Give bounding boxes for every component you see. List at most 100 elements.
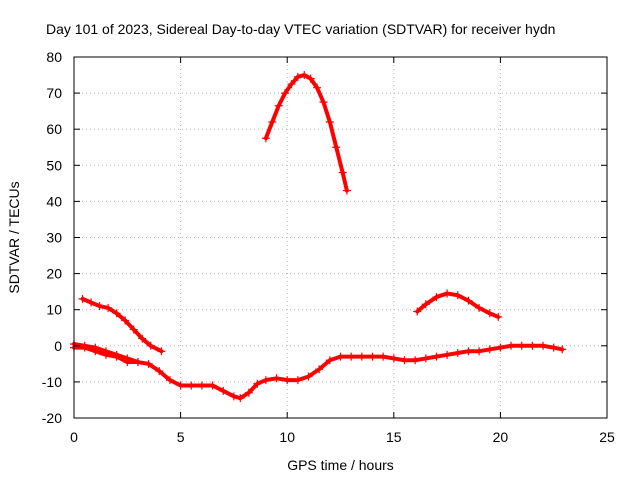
data-point [236,394,245,403]
data-point [342,186,351,195]
data-point [87,298,96,307]
series-arc-e [413,289,503,321]
data-point [313,83,322,92]
data-point [176,381,185,390]
y-tick-label: 80 [46,49,62,65]
data-point [558,345,567,354]
plot-frame [73,56,608,419]
data-point [549,343,558,352]
data-point [281,89,290,98]
y-tick-label: 50 [46,157,62,173]
data-point [91,343,100,352]
data-point [368,352,377,361]
data-point [464,296,473,305]
data-point [300,71,309,80]
data-point [432,293,441,302]
data-point [80,341,89,350]
data-point [155,367,164,376]
y-tick-label: 10 [46,302,62,318]
data-point [319,98,328,107]
data-point [496,343,505,352]
data-point [517,341,526,350]
y-tick-label: 60 [46,121,62,137]
data-point [421,300,430,309]
data-point [104,303,113,312]
data-point [268,117,277,126]
data-point [389,354,398,363]
chart-title: Day 101 of 2023, Sidereal Day-to-day VTE… [46,21,555,37]
series-line [263,73,349,193]
series-line [72,343,565,401]
data-point [272,374,281,383]
y-axis-label: SDTVAR / TECUs [6,181,22,293]
data-point [261,376,270,385]
y-tick-label: 40 [46,193,62,209]
data-point [338,168,347,177]
data-point [274,101,283,110]
data-point [306,74,315,83]
data-point [138,334,147,343]
data-point [146,341,155,350]
series-arc-c [78,294,166,356]
axis-ticks: 0 5 10 15 20 25 -20 -10 0 10 20 30 40 50 60 70 80 [42,49,615,445]
series-arc-a [70,341,567,403]
data-point [197,381,206,390]
data-point [315,365,324,374]
data-point [453,349,462,358]
x-tick-label: 20 [493,429,509,445]
x-tick-label: 15 [386,429,402,445]
data-point [144,359,153,368]
data-point [485,345,494,354]
x-axis-label: GPS time / hours [287,457,394,473]
data-point [325,117,334,126]
x-tick-label: 5 [177,429,185,445]
data-point [78,294,87,303]
data-point [528,341,537,350]
data-point [432,352,441,361]
x-tick-label: 25 [599,429,615,445]
data-point [208,381,217,390]
data-point [112,309,121,318]
y-tick-label: -10 [42,374,62,390]
data-point [336,352,345,361]
x-tick-label: 10 [279,429,295,445]
y-tick-label: 70 [46,85,62,101]
y-tick-label: 30 [46,230,62,246]
data-point [400,356,409,365]
data-point [325,356,334,365]
data-point [187,381,196,390]
data-point [253,379,262,388]
data-point [129,325,138,334]
data-point [261,134,270,143]
data-point [157,347,166,356]
data-point [443,350,452,359]
data-point [379,352,388,361]
data-point [485,309,494,318]
data-point [357,352,366,361]
data-point [283,376,292,385]
data-point [304,372,313,381]
data-point [244,388,253,397]
data-point [475,347,484,356]
data-point [411,356,420,365]
data-point [101,347,110,356]
data-point [121,316,130,325]
data-point [123,354,132,363]
data-point [413,307,422,316]
data-point [347,352,356,361]
series-arc-b [70,339,142,367]
y-tick-label: 20 [46,266,62,282]
data-point [421,354,430,363]
data-point [293,72,302,81]
data-point [507,341,516,350]
series-arc-d [261,71,351,195]
data-point [219,386,228,395]
data-series [70,71,567,403]
data-point [464,347,473,356]
data-point [95,302,104,311]
data-point [539,341,548,350]
data-point [475,303,484,312]
data-point [443,289,452,298]
series-line [80,296,164,354]
